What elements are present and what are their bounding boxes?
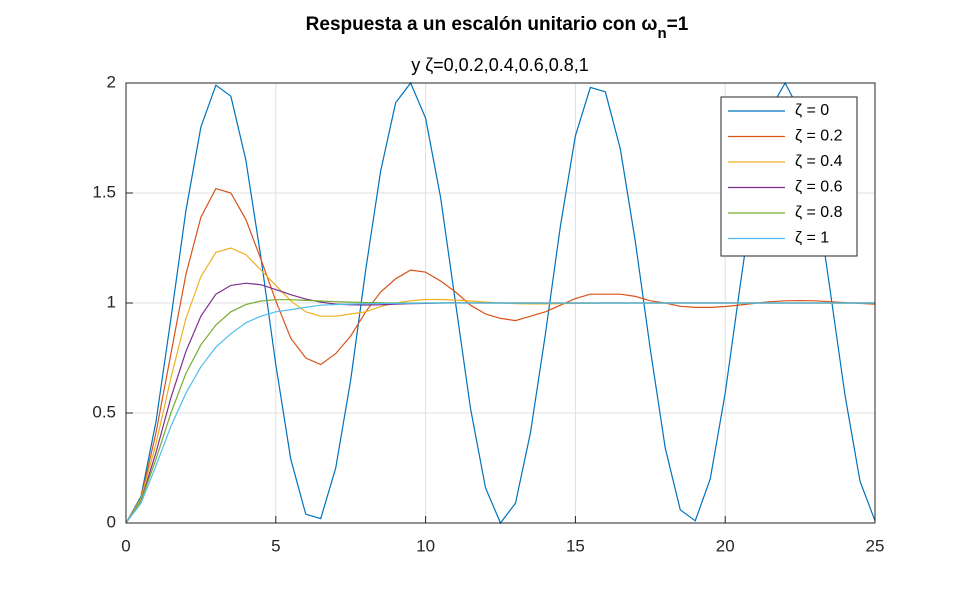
x-tick-label: 15 (566, 536, 585, 555)
y-tick-label: 1 (107, 292, 116, 311)
legend-label: ζ = 0.8 (795, 204, 843, 221)
y-tick-label: 2 (107, 72, 116, 91)
chart-subtitle: y ζ=0,0.2,0.4,0.6,0.8,1 (411, 55, 589, 75)
legend: ζ = 0 ζ = 0.2 ζ = 0.4 ζ = 0.6 ζ = 0.8 ζ = 1 (720, 96, 858, 257)
chart-title: Respuesta a un escalón unitario con ωn=1 (306, 14, 689, 42)
title-subscript: n (657, 25, 666, 42)
y-tick-label: 1.5 (92, 182, 116, 201)
y-tick-label: 0.5 (92, 402, 116, 421)
line-series (125, 187, 876, 524)
title-main: Respuesta a un escalón unitario con ω (306, 14, 658, 35)
legend-label: ζ = 0 (795, 102, 829, 119)
x-tick-label: 0 (121, 536, 130, 555)
legend-label: ζ = 0.6 (795, 179, 843, 196)
line-series (125, 302, 875, 524)
y-tick-label: 0 (107, 512, 116, 531)
legend-box (720, 96, 858, 257)
legend-label: ζ = 0.4 (795, 153, 843, 170)
x-tick-label: 5 (271, 536, 280, 555)
x-tick-label: 20 (716, 536, 735, 555)
title-tail: =1 (667, 14, 689, 35)
x-tick-label: 25 (866, 536, 885, 555)
x-tick-label: 10 (416, 536, 435, 555)
legend-label: ζ = 1 (795, 230, 829, 247)
legend-label: ζ = 0.2 (795, 128, 843, 145)
axes-box (125, 82, 876, 524)
